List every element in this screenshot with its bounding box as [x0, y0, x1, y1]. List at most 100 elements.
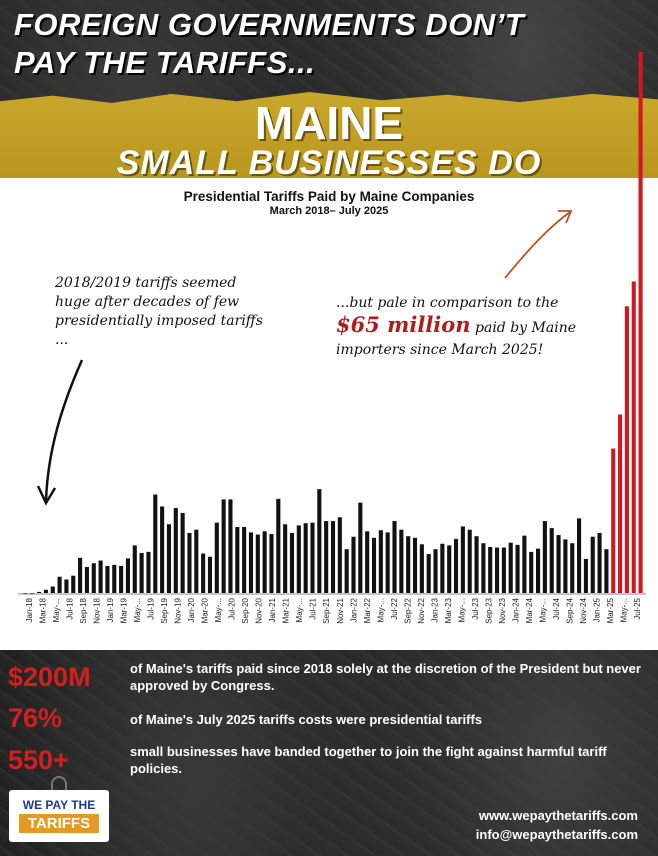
bar-3	[43, 589, 48, 593]
chart-subtitle: March 2018– July 2025	[269, 205, 389, 217]
chart-panel	[0, 178, 658, 650]
bar-19	[153, 494, 158, 593]
tick-label-2: May-...	[52, 598, 61, 622]
tick-label-5: Nov-18	[92, 597, 101, 623]
tick-label-39: Jul-24	[552, 597, 561, 619]
tick-label-15: Jul-20	[228, 597, 237, 619]
bar-74	[529, 551, 534, 593]
bar-42	[310, 522, 315, 593]
bar-29	[221, 499, 226, 593]
bar-2	[37, 591, 42, 593]
tick-label-22: Sep-21	[322, 597, 331, 623]
bar-7	[71, 575, 76, 593]
bar-67	[481, 543, 486, 593]
tick-label-20: May-...	[295, 598, 304, 622]
bar-83	[590, 536, 595, 593]
bar-84	[597, 532, 602, 593]
tick-label-19: Mar-21	[282, 597, 291, 623]
tick-label-0: Jan-18	[25, 597, 34, 622]
tick-label-9: Jul-19	[146, 597, 155, 619]
bar-71	[508, 542, 513, 593]
bar-54	[392, 521, 397, 593]
bar-87	[618, 414, 623, 593]
bar-47	[344, 549, 349, 593]
tick-label-32: May-...	[457, 598, 466, 622]
tick-label-26: May-...	[376, 598, 385, 622]
bar-25	[194, 529, 199, 593]
bar-61	[440, 543, 445, 593]
bar-53	[385, 532, 390, 593]
bar-85	[604, 549, 609, 593]
bar-57	[412, 537, 418, 593]
gold-banner	[0, 92, 658, 184]
tick-label-34: Sep-23	[485, 597, 494, 623]
banner-subtitle: SMALL BUSINESSES DO	[116, 144, 542, 182]
bar-13	[112, 564, 117, 593]
bar-40	[296, 525, 301, 594]
tick-label-7: Mar-19	[119, 597, 128, 623]
bar-79	[563, 539, 568, 593]
bar-58	[419, 544, 424, 593]
bar-59	[426, 554, 431, 593]
bar-4	[50, 586, 55, 593]
tick-label-31: Mar-23	[444, 597, 453, 623]
bar-18	[146, 551, 151, 593]
logo: WE PAY THE TARIFFS	[9, 774, 109, 844]
headline: FOREIGN GOVERNMENTS DON’T PAY THE TARIFF…	[14, 6, 524, 82]
right-arrow-icon	[504, 211, 571, 279]
bar-14	[119, 565, 124, 593]
bar-46	[337, 517, 342, 593]
bar-11	[98, 560, 103, 593]
stat-text-1: of Maine's tariffs paid since 2018 solel…	[130, 661, 641, 693]
chart-title: Presidential Tariffs Paid by Maine Compa…	[183, 189, 475, 204]
bar-15	[125, 558, 130, 593]
tick-label-25: Mar-22	[363, 597, 372, 623]
bar-36	[269, 534, 274, 593]
tick-label-37: Mar-24	[525, 597, 534, 623]
bar-51	[371, 537, 377, 593]
tick-label-41: Nov-24	[579, 597, 588, 623]
tick-label-16: Sep-20	[241, 597, 250, 623]
headline-line-1: FOREIGN GOVERNMENTS DON’T	[14, 7, 525, 42]
tick-label-8: May-...	[133, 598, 142, 622]
annotation-right: ...but pale in comparison to the $65 mil…	[336, 292, 606, 361]
bar-86	[611, 448, 616, 593]
email-link[interactable]: info@wepaythetariffs.com	[475, 827, 638, 842]
bar-52	[378, 530, 383, 593]
tick-label-45: Jul-25	[633, 597, 642, 619]
tick-label-42: Jan-25	[593, 597, 602, 622]
tick-label-43: Mar-25	[606, 597, 615, 623]
bar-22	[173, 508, 178, 593]
bar-66	[474, 536, 479, 593]
bar-20	[160, 506, 165, 593]
bar-32	[242, 527, 247, 593]
bar-37	[276, 498, 281, 593]
bar-21	[166, 524, 172, 593]
tick-label-3: Jul-18	[65, 597, 74, 619]
bar-70	[501, 547, 506, 593]
bar-16	[132, 545, 137, 593]
tick-label-36: Jan-24	[512, 597, 521, 622]
logo-text-top: WE PAY THE	[22, 798, 96, 812]
bar-38	[283, 524, 288, 593]
bar-34	[255, 534, 260, 593]
website-link[interactable]: www.wepaythetariffs.com	[478, 808, 638, 823]
tick-label-33: Jul-23	[471, 597, 480, 619]
tick-label-6: Jan-19	[106, 597, 115, 622]
bar-12	[105, 565, 110, 593]
bar-17	[139, 552, 144, 593]
tick-label-23: Nov-21	[336, 597, 345, 623]
bar-80	[570, 543, 575, 593]
bar-56	[406, 536, 411, 593]
bar-89	[631, 281, 636, 593]
stat-value-1: $200M	[8, 662, 91, 692]
tick-label-4: Sep-18	[79, 597, 88, 623]
bar-27	[207, 556, 213, 593]
bar-65	[467, 529, 472, 593]
bar-82	[583, 558, 588, 593]
bar-23	[180, 512, 185, 593]
tick-label-14: May-...	[214, 598, 223, 622]
bar-10	[91, 563, 96, 593]
tick-label-24: Jan-22	[349, 597, 358, 622]
